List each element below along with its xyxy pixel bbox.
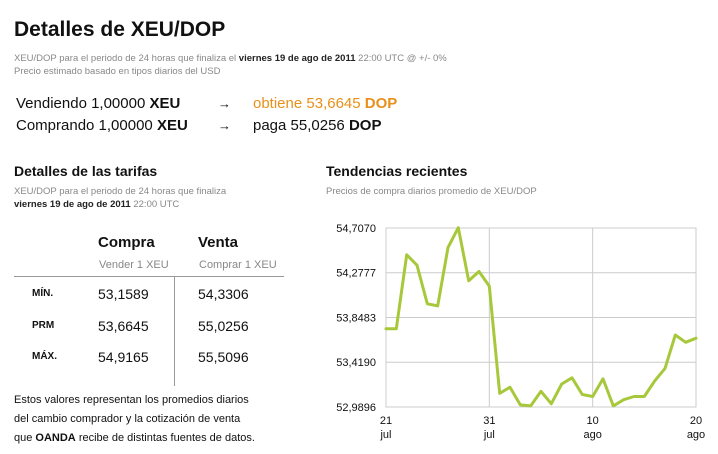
estimate-note: Precio estimado basado en tipos diarios … xyxy=(14,66,221,77)
row-sell-value: 55,0256 xyxy=(198,318,249,334)
x-tick-label: jul xyxy=(379,429,391,441)
period-meta: XEU/DOP para el periodo de 24 horas que … xyxy=(14,52,447,78)
row-label: MÍN. xyxy=(32,288,54,299)
table-column-divider xyxy=(174,276,175,386)
arrow-right-icon: → xyxy=(218,96,231,111)
trends-heading: Tendencias recientes xyxy=(326,163,468,179)
buy-result: paga 55,0256 xyxy=(253,117,345,134)
x-tick-label: 10 xyxy=(587,415,599,427)
data-source-note: Estos valores representan los promedios … xyxy=(14,391,255,448)
col-compra-sub: Vender 1 XEU xyxy=(99,259,169,271)
x-tick-label: jul xyxy=(483,429,495,441)
period-line: XEU/DOP para el periodo de 24 horas que … xyxy=(14,52,447,65)
sell-amount: Vendiendo 1,00000 xyxy=(16,95,146,112)
row-sell-value: 55,5096 xyxy=(198,349,249,365)
buy-amount: Comprando 1,00000 xyxy=(16,117,153,134)
x-tick-label: ago xyxy=(687,429,705,441)
y-tick-label: 54,2777 xyxy=(336,268,376,280)
y-tick-label: 53,8483 xyxy=(336,313,376,325)
rates-sub-date: viernes 19 de ago de 2011 xyxy=(14,199,131,210)
x-tick-label: 31 xyxy=(483,415,495,427)
table-divider xyxy=(14,276,284,277)
rates-heading: Detalles de las tarifas xyxy=(14,163,158,179)
rates-sub-line: XEU/DOP para el periodo de 24 horas que … xyxy=(14,186,227,197)
x-tick-label: 21 xyxy=(380,415,392,427)
oanda-brand: OANDA xyxy=(35,432,76,444)
trends-subtitle: Precios de compra diarios promedio de XE… xyxy=(326,186,537,197)
row-buy-value: 53,6645 xyxy=(98,318,149,334)
buy-result-code: DOP xyxy=(348,117,382,134)
note-line: del cambio comprador y la cotización de … xyxy=(14,413,241,425)
rates-sub-time: 22:00 UTC xyxy=(133,199,180,210)
page-title: Detalles de XEU/DOP xyxy=(14,18,226,41)
sell-result: obtiene 53,6645 xyxy=(253,95,361,112)
row-buy-value: 54,9165 xyxy=(98,349,149,365)
note-prefix: que xyxy=(14,432,33,444)
x-tick-label: ago xyxy=(583,429,601,441)
buy-code: XEU xyxy=(156,117,188,134)
sell-result-code: DOP xyxy=(364,95,398,112)
row-label: MÁX. xyxy=(32,351,57,362)
note-line: Estos valores representan los promedios … xyxy=(14,394,249,406)
arrow-right-icon: → xyxy=(218,118,231,133)
col-venta-sub: Comprar 1 XEU xyxy=(199,259,277,271)
rates-subtitle: XEU/DOP para el periodo de 24 horas que … xyxy=(14,185,226,211)
period-suffix: 22:00 UTC @ +/- 0% xyxy=(358,53,447,64)
period-prefix: XEU/DOP para el periodo de 24 horas que … xyxy=(14,53,237,64)
period-date: viernes 19 de ago de 2011 xyxy=(238,53,356,64)
trend-chart: 54,7070 54,2777 53,8483 53,4190 52,9896 21 jul… xyxy=(336,223,705,441)
col-venta: Venta xyxy=(198,234,239,251)
sell-code: XEU xyxy=(149,95,181,112)
row-label: PRM xyxy=(32,320,55,331)
note-suffix: recibe de distintas fuentes de datos. xyxy=(78,432,255,444)
series-line xyxy=(384,226,698,408)
y-tick-label: 53,4190 xyxy=(336,357,376,369)
row-buy-value: 53,1589 xyxy=(98,286,149,302)
y-tick-label: 54,7070 xyxy=(336,223,376,235)
x-tick-label: 20 xyxy=(690,415,702,427)
col-compra: Compra xyxy=(98,234,155,251)
row-sell-value: 54,3306 xyxy=(198,286,249,302)
y-tick-label: 52,9896 xyxy=(336,402,376,414)
